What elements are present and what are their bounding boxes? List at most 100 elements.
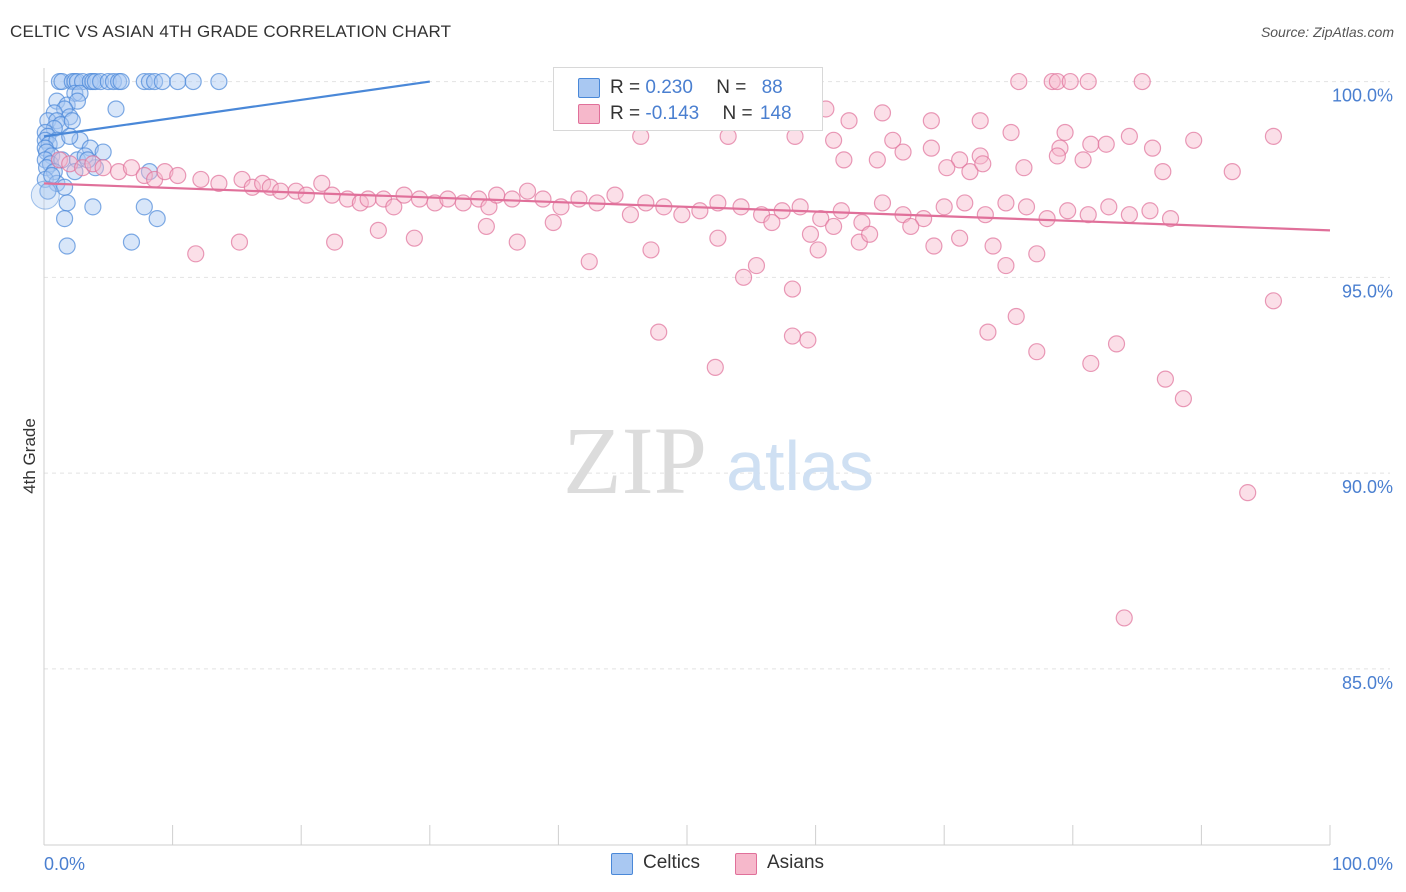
point-asians — [691, 202, 709, 220]
point-asians — [192, 170, 210, 189]
point-asians — [395, 186, 413, 204]
point-celtics — [58, 194, 76, 212]
point-asians — [1264, 127, 1283, 145]
point-asians — [1185, 131, 1203, 149]
trend-lines — [43, 80, 1331, 232]
point-asians — [642, 241, 660, 259]
point-asians — [508, 233, 526, 251]
point-asians — [1048, 147, 1066, 165]
point-asians — [477, 217, 495, 236]
point-celtics — [210, 72, 228, 91]
n-label: N = — [716, 77, 752, 98]
point-celtics — [140, 72, 159, 91]
grid — [44, 81, 1390, 670]
point-asians — [734, 268, 753, 286]
point-asians — [835, 151, 853, 169]
point-asians — [405, 229, 423, 247]
point-asians — [956, 194, 974, 212]
point-asians — [359, 190, 377, 208]
legend-label-celtics: Celtics — [643, 852, 701, 873]
point-asians — [984, 237, 1002, 255]
point-asians — [230, 233, 249, 251]
point-asians — [650, 323, 668, 341]
point-asians — [94, 159, 112, 177]
point-asians — [783, 280, 802, 298]
point-celtics — [184, 72, 202, 91]
legend-text-celtics: R = 0.230 N = 88 — [610, 76, 783, 100]
point-asians — [426, 194, 444, 212]
point-asians — [747, 256, 766, 275]
point-asians — [1048, 72, 1066, 91]
point-asians — [1028, 343, 1046, 361]
point-asians — [825, 217, 843, 236]
point-asians — [861, 225, 879, 243]
legend-swatch-celtics — [611, 853, 633, 875]
point-asians — [1028, 245, 1046, 263]
point-asians — [902, 217, 920, 236]
point-asians — [1007, 307, 1025, 326]
point-asians — [938, 159, 956, 177]
point-asians — [935, 198, 953, 216]
point-asians — [1143, 139, 1162, 157]
point-asians — [961, 163, 979, 181]
point-asians — [454, 194, 472, 212]
y-axis-label: 4th Grade — [20, 418, 39, 494]
point-asians — [873, 194, 892, 212]
point-asians — [825, 131, 843, 149]
point-asians — [61, 155, 79, 173]
series-legend: Celtics Asians — [0, 852, 1406, 876]
point-asians — [1082, 354, 1100, 373]
point-asians — [1120, 206, 1138, 224]
point-asians — [1115, 609, 1133, 627]
point-asians — [1038, 210, 1056, 228]
point-asians — [873, 104, 892, 122]
source-label: Source: ZipAtlas.com — [1260, 24, 1394, 40]
y-tick-label: 90.0% — [1342, 477, 1393, 497]
axes — [43, 68, 1331, 846]
trend-line-celtics — [43, 80, 430, 138]
point-asians — [122, 159, 141, 177]
point-asians — [580, 253, 598, 271]
stats-legend: R = 0.230 N = 88 R = -0.143 N = 148 — [553, 67, 823, 131]
point-celtics — [112, 72, 130, 91]
point-asians — [971, 112, 989, 130]
point-asians — [156, 163, 174, 181]
r-value: -0.143 — [645, 103, 700, 124]
point-asians — [1133, 72, 1151, 91]
point-asians — [1015, 159, 1033, 177]
point-asians — [791, 198, 809, 216]
point-asians — [1223, 163, 1241, 181]
point-asians — [84, 155, 102, 173]
data-points — [30, 72, 1283, 627]
point-asians — [534, 190, 552, 208]
point-asians — [832, 202, 850, 220]
point-asians — [809, 241, 827, 259]
point-asians — [925, 237, 943, 255]
y-tick-label: 95.0% — [1342, 281, 1393, 301]
watermark-zip: ZIP — [563, 407, 707, 514]
point-asians — [570, 190, 588, 208]
point-asians — [1002, 123, 1020, 142]
point-asians — [979, 323, 997, 341]
point-asians — [326, 233, 344, 251]
legend-swatch-asians — [735, 853, 757, 875]
point-asians — [297, 186, 315, 204]
point-asians — [894, 143, 912, 161]
point-celtics — [58, 237, 76, 255]
point-asians — [1156, 370, 1174, 388]
point-asians — [109, 163, 128, 181]
point-asians — [1010, 72, 1028, 91]
point-asians — [1161, 210, 1180, 228]
r-value: 0.230 — [645, 77, 693, 98]
point-asians — [884, 131, 902, 149]
point-asians — [1154, 163, 1172, 181]
point-asians — [210, 174, 228, 192]
point-asians — [732, 198, 750, 216]
point-asians — [1079, 72, 1097, 91]
point-celtics — [148, 210, 166, 228]
point-asians — [997, 256, 1015, 275]
chart-title: CELTIC VS ASIAN 4TH GRADE CORRELATION CH… — [10, 22, 452, 41]
x-tick-label: 0.0% — [44, 854, 85, 874]
point-asians — [518, 182, 537, 200]
point-celtics — [55, 210, 74, 228]
